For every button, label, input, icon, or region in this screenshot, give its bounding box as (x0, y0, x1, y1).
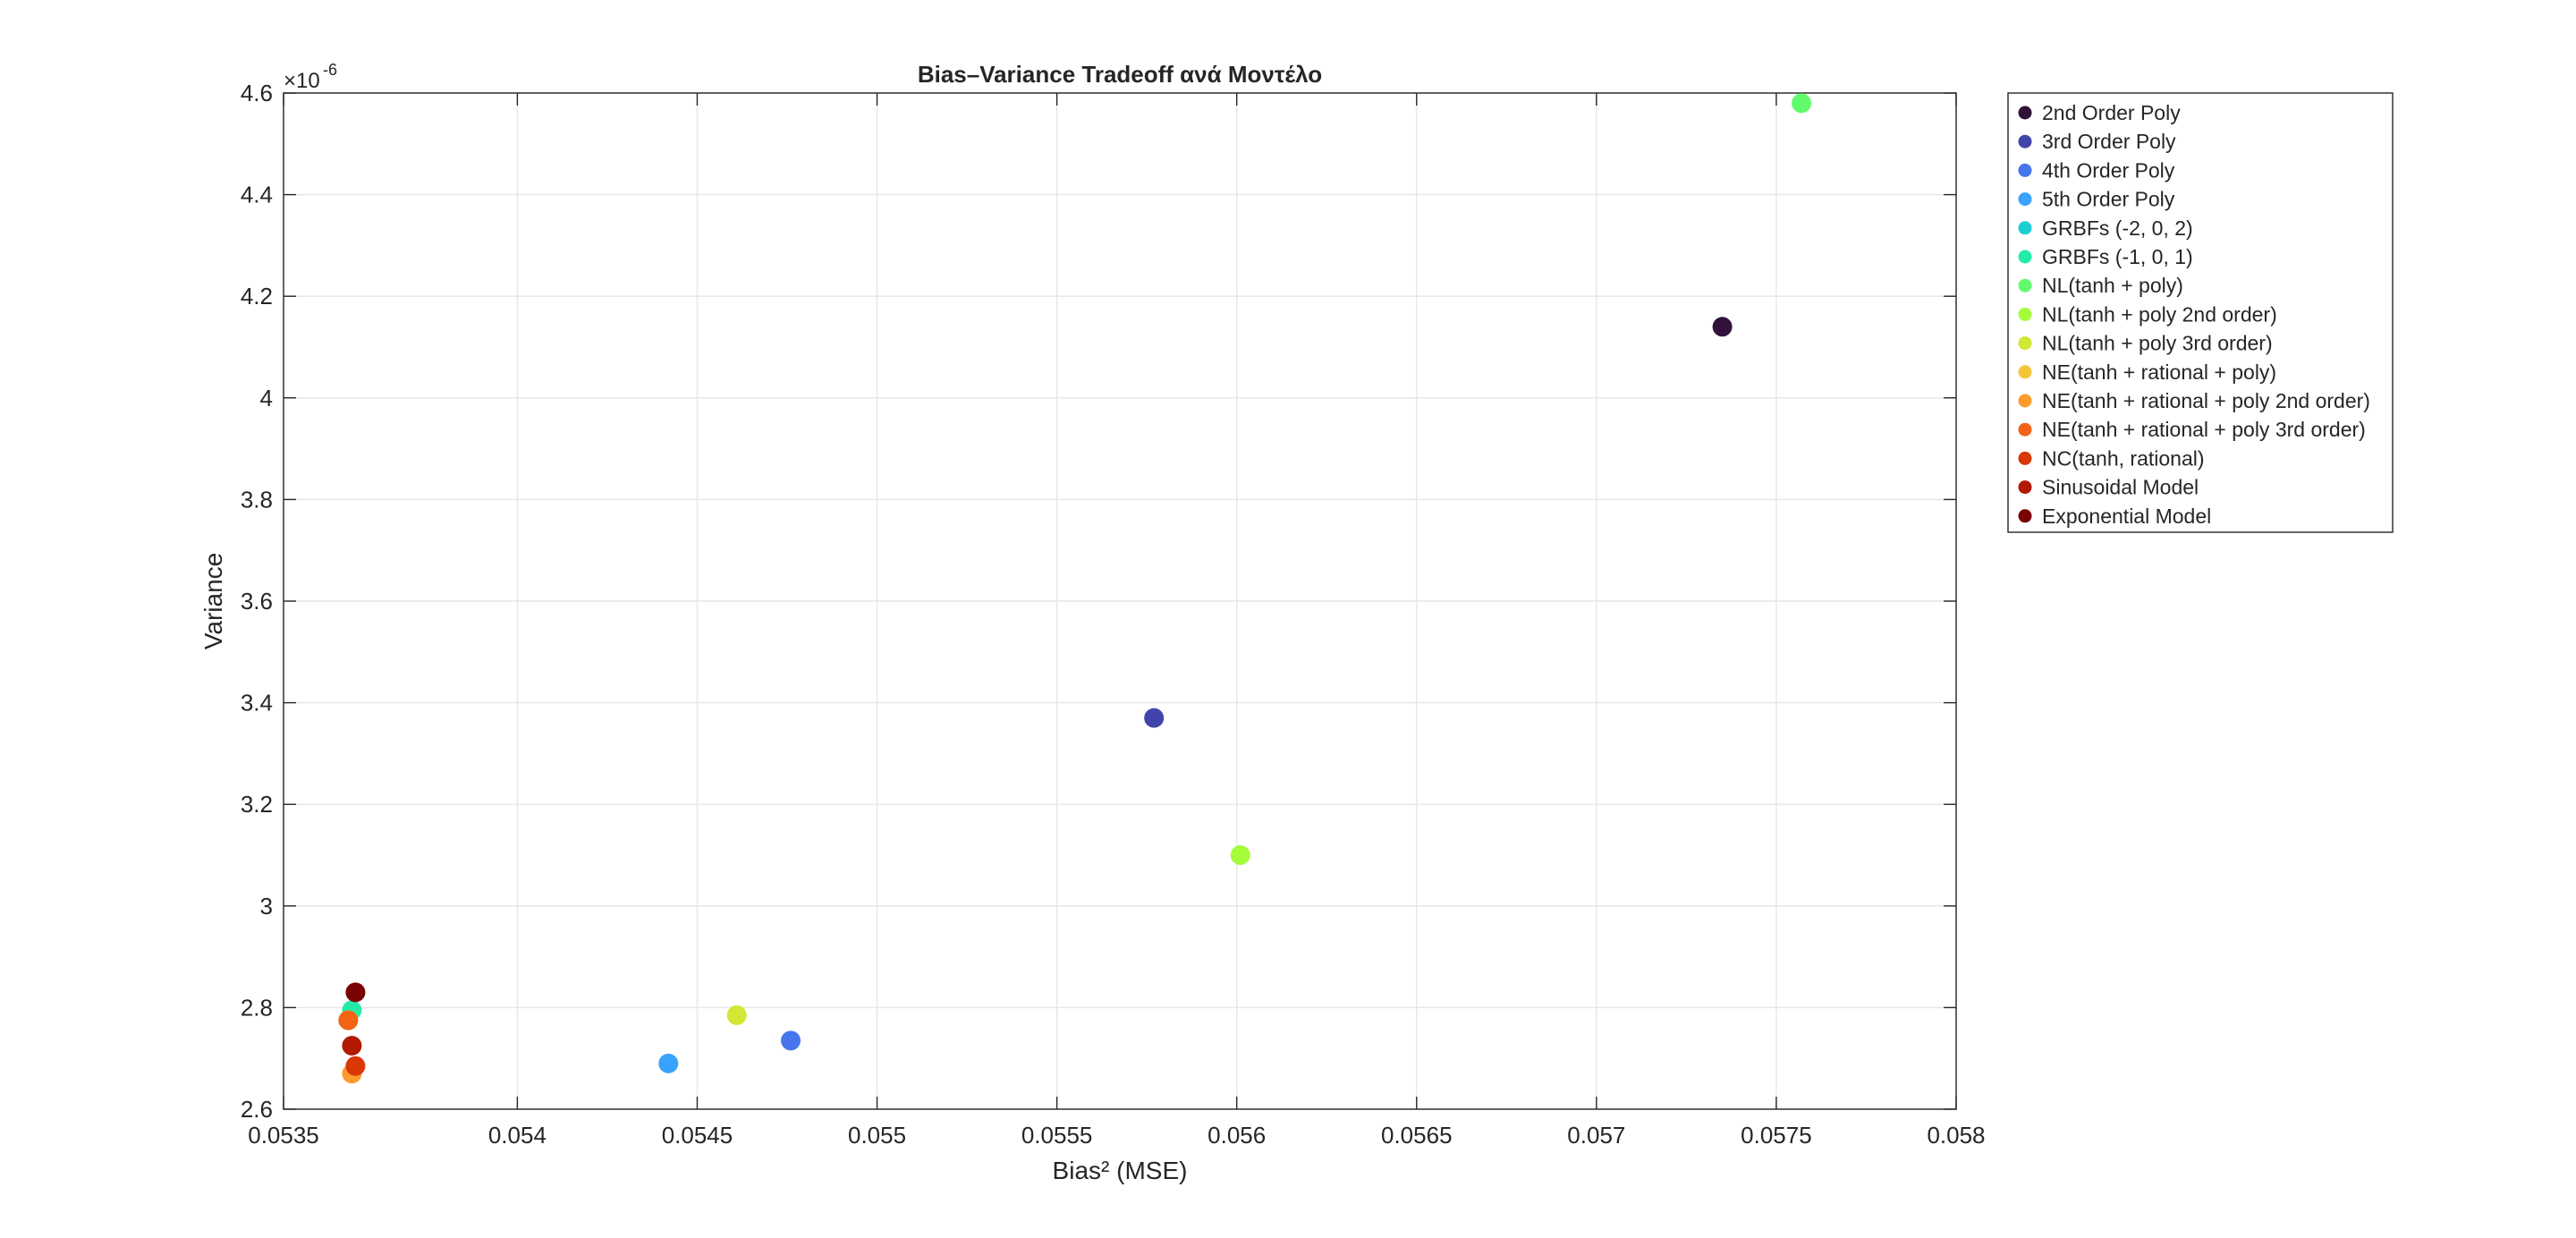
legend-label: 2nd Order Poly (2042, 101, 2181, 124)
x-tick-label: 0.0575 (1741, 1122, 1812, 1149)
legend-marker (2018, 509, 2032, 523)
legend-item: NC(tanh, rational) (2018, 446, 2205, 470)
legend-marker (2018, 422, 2032, 437)
y-tick-label: 4 (260, 385, 273, 411)
legend-marker (2018, 163, 2032, 177)
legend-label: NE(tanh + rational + poly 2nd order) (2042, 389, 2370, 412)
legend-marker (2018, 250, 2032, 264)
x-tick-label: 0.0535 (248, 1122, 319, 1149)
x-tick-label: 0.0545 (662, 1122, 733, 1149)
legend-marker (2018, 134, 2032, 148)
y-tick-label: 3 (260, 893, 273, 920)
data-point (342, 1036, 362, 1056)
legend-item: NE(tanh + rational + poly 2nd order) (2018, 389, 2370, 412)
y-tick-label: 4.4 (241, 182, 273, 208)
legend-item: Sinusoidal Model (2018, 476, 2199, 499)
y-axis-label: Variance (199, 553, 227, 649)
legend-item: Exponential Model (2018, 505, 2211, 528)
legend-item: NE(tanh + rational + poly) (2018, 360, 2276, 384)
y-exponent-label: ×10 -6 (284, 61, 337, 93)
legend-marker (2018, 192, 2032, 207)
legend-label: NL(tanh + poly) (2042, 274, 2183, 297)
legend-item: GRBFs (-1, 0, 1) (2018, 245, 2193, 268)
x-tick-label: 0.054 (488, 1122, 547, 1149)
legend-marker (2018, 394, 2032, 408)
data-point (345, 982, 366, 1003)
legend-item: NL(tanh + poly 3rd order) (2018, 332, 2273, 355)
legend-entries: 2nd Order Poly 3rd Order Poly 4th Order Po… (2018, 101, 2370, 528)
x-axis-ticks: 0.0535 0.054 0.0545 0.055 0.0555 0.056 0.0565 0… (248, 93, 1986, 1149)
x-tick-label: 0.0565 (1381, 1122, 1453, 1149)
legend-label: GRBFs (-1, 0, 1) (2042, 245, 2193, 268)
legend-marker (2018, 365, 2032, 379)
legend-label: NL(tanh + poly 3rd order) (2042, 332, 2273, 355)
legend-label: NE(tanh + rational + poly) (2042, 360, 2276, 384)
x-tick-label: 0.056 (1208, 1122, 1266, 1149)
data-point (726, 1005, 747, 1025)
y-tick-label: 2.8 (241, 994, 273, 1021)
y-exponent-base: ×10 (284, 69, 320, 93)
x-tick-label: 0.057 (1567, 1122, 1625, 1149)
x-tick-label: 0.058 (1927, 1122, 1985, 1149)
legend-item: 5th Order Poly (2018, 188, 2175, 211)
y-tick-label: 2.6 (241, 1096, 273, 1123)
legend-label: 4th Order Poly (2042, 158, 2175, 182)
legend-marker (2018, 106, 2032, 120)
y-exponent-power: -6 (323, 61, 337, 79)
legend-item: NL(tanh + poly) (2018, 274, 2183, 297)
data-point (1792, 93, 1812, 114)
legend-marker (2018, 278, 2032, 293)
legend-label: NE(tanh + rational + poly 3rd order) (2042, 418, 2366, 441)
data-point (345, 1056, 366, 1076)
y-tick-label: 3.6 (241, 588, 273, 615)
legend-label: 3rd Order Poly (2042, 130, 2176, 153)
legend-label: Exponential Model (2042, 505, 2211, 528)
x-tick-label: 0.0555 (1021, 1122, 1093, 1149)
legend-label: Sinusoidal Model (2042, 476, 2199, 499)
data-point (1230, 845, 1250, 865)
legend-label: 5th Order Poly (2042, 188, 2175, 211)
legend-marker (2018, 307, 2032, 321)
y-tick-label: 3.2 (241, 791, 273, 818)
legend-marker (2018, 336, 2032, 351)
legend-label: NL(tanh + poly 2nd order) (2042, 302, 2277, 326)
x-tick-label: 0.055 (848, 1122, 906, 1149)
legend-item: 4th Order Poly (2018, 158, 2175, 182)
data-point (781, 1030, 801, 1051)
data-point (658, 1053, 679, 1073)
y-tick-label: 4.6 (241, 80, 273, 106)
y-tick-label: 4.2 (241, 283, 273, 310)
y-tick-label: 3.8 (241, 486, 273, 513)
legend-label: NC(tanh, rational) (2042, 446, 2205, 470)
legend-marker (2018, 451, 2032, 465)
data-points (338, 93, 1812, 1084)
legend-item: 2nd Order Poly (2018, 101, 2181, 124)
y-axis-ticks: 2.6 2.8 3 3.2 3.4 3.6 3.8 4 4.2 4.4 4.6 (241, 80, 1956, 1123)
legend-item: NE(tanh + rational + poly 3rd order) (2018, 418, 2366, 441)
data-point (1712, 317, 1733, 337)
legend-marker (2018, 480, 2032, 495)
legend-item: 3rd Order Poly (2018, 130, 2176, 153)
legend: 2nd Order Poly 3rd Order Poly 4th Order Po… (2007, 92, 2394, 533)
legend-label: GRBFs (-2, 0, 2) (2042, 216, 2193, 240)
legend-item: GRBFs (-2, 0, 2) (2018, 216, 2193, 240)
x-axis-label: Bias² (MSE) (1053, 1157, 1188, 1184)
data-point (1144, 708, 1165, 728)
data-point (338, 1010, 359, 1030)
chart-title: Bias–Variance Tradeoff ανά Μοντέλο (918, 61, 1322, 88)
y-tick-label: 3.4 (241, 690, 273, 717)
legend-box (2007, 92, 2394, 533)
legend-item: NL(tanh + poly 2nd order) (2018, 302, 2277, 326)
legend-marker (2018, 221, 2032, 235)
